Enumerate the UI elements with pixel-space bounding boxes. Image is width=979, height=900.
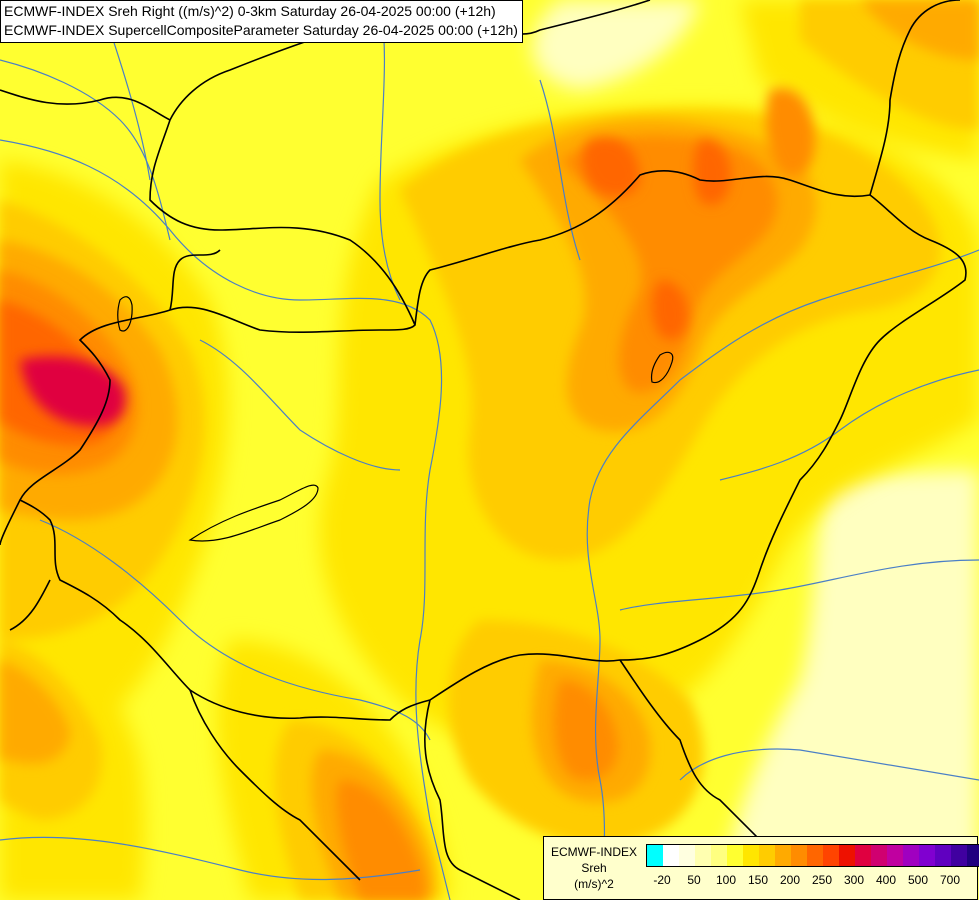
border-austria-slovenia — [169, 249, 221, 311]
legend-swatch-2 — [679, 845, 695, 866]
border-west — [0, 89, 171, 121]
river-east — [719, 369, 979, 481]
legend-model: ECMWF-INDEX — [551, 845, 637, 859]
legend-swatch-4 — [711, 845, 727, 866]
field-red-orange-ne — [582, 137, 640, 197]
lake-balaton — [188, 484, 319, 542]
border-croatia-south — [9, 579, 51, 631]
legend-swatch-9 — [791, 845, 807, 866]
legend-tick-1: 50 — [687, 873, 701, 887]
legend-swatch-3 — [695, 845, 711, 866]
legend-color-scale — [646, 844, 979, 867]
legend-tick-0: -20 — [653, 873, 671, 887]
lake-tisza — [650, 351, 674, 384]
border-serbia — [424, 699, 521, 900]
legend-tick-3: 150 — [747, 873, 769, 887]
river-slovak — [539, 79, 581, 261]
river-mures — [619, 559, 979, 611]
legend-swatch-0 — [647, 845, 663, 866]
legend-swatch-5 — [727, 845, 743, 866]
field-crimson-west — [20, 356, 126, 427]
legend-tick-5: 250 — [811, 873, 833, 887]
legend-swatch-6 — [743, 845, 759, 866]
river-sava — [0, 836, 421, 881]
legend-swatch-12 — [839, 845, 855, 866]
field-layer-crimson — [20, 356, 126, 427]
field-red-orange-mid — [651, 280, 689, 340]
legend-swatch-11 — [823, 845, 839, 866]
legend-swatch-17 — [919, 845, 935, 866]
legend-swatch-13 — [855, 845, 871, 866]
map-title-box: ECMWF-INDEX Sreh Right ((m/s)^2) 0-3km S… — [0, 0, 523, 43]
legend-unit: (m/s)^2 — [574, 877, 614, 891]
field-layer-pale — [532, 0, 979, 900]
field-red-orange-ne2 — [693, 139, 731, 205]
legend-swatch-16 — [903, 845, 919, 866]
legend-swatch-1 — [663, 845, 679, 866]
legend-tick-2: 100 — [715, 873, 737, 887]
legend-tick-7: 400 — [875, 873, 897, 887]
lake-neusiedl — [117, 296, 133, 332]
field-pale-east — [720, 470, 979, 900]
river-raba — [199, 339, 401, 471]
border-hungary — [18, 170, 967, 721]
legend-tick-labels: -20 50 100 150 200 250 300 400 500 700 — [646, 873, 971, 889]
river-danube — [0, 139, 451, 900]
legend-swatch-14 — [871, 845, 887, 866]
map-title-line-2: ECMWF-INDEX SupercellCompositeParameter … — [4, 22, 518, 38]
legend-swatch-18 — [935, 845, 951, 866]
lakes — [117, 296, 674, 542]
field-orange-west-low — [0, 660, 70, 764]
legend-swatch-15 — [887, 845, 903, 866]
color-legend: ECMWF-INDEX Sreh (m/s)^2 -20 50 100 150 200 2… — [543, 836, 979, 900]
field-dark-orange-southwest — [336, 780, 425, 900]
river-drava — [39, 519, 431, 741]
field-pale-north — [532, 0, 700, 90]
field-dark-orange-north — [765, 88, 815, 177]
legend-tick-9: 700 — [939, 873, 961, 887]
field-orange-northeast-corner — [860, 0, 979, 60]
field-dark-orange-south — [554, 680, 618, 781]
river-north — [379, 0, 401, 301]
legend-swatch-10 — [807, 845, 823, 866]
river-south-east — [679, 748, 979, 781]
legend-tick-6: 300 — [843, 873, 865, 887]
border-croatia — [0, 499, 21, 546]
legend-variable: Sreh — [581, 861, 607, 875]
map-title-line-1: ECMWF-INDEX Sreh Right ((m/s)^2) 0-3km S… — [4, 3, 496, 19]
legend-swatch-20 — [967, 845, 979, 866]
river-west-north — [0, 59, 171, 241]
legend-tick-4: 200 — [779, 873, 801, 887]
border-bosnia — [189, 689, 361, 881]
legend-swatch-19 — [951, 845, 967, 866]
legend-label: ECMWF-INDEX Sreh (m/s)^2 — [544, 844, 644, 892]
river-tisza — [586, 249, 979, 900]
legend-swatch-8 — [775, 845, 791, 866]
legend-swatch-7 — [759, 845, 775, 866]
legend-tick-8: 500 — [907, 873, 929, 887]
border-ukraine — [869, 0, 961, 196]
